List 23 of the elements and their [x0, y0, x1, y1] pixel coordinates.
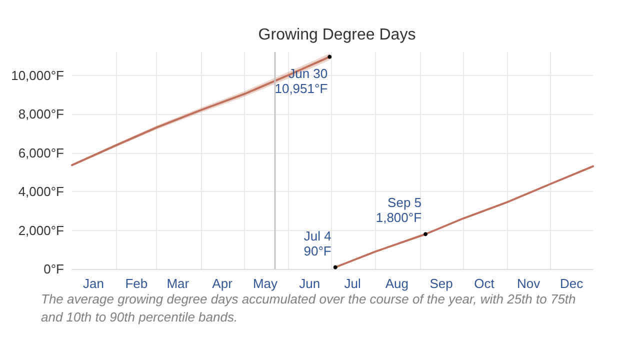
annotation: Sep 5 1,800°F — [376, 195, 422, 226]
y-tick-label: 2,000°F — [18, 222, 64, 238]
x-tick-label: Jun — [299, 276, 320, 291]
x-tick-label: May — [252, 276, 278, 291]
y-tick-label: 8,000°F — [18, 106, 64, 122]
annotation: Jul 4 90°F — [304, 228, 332, 258]
y-tick-label: 10,000°F — [11, 68, 64, 83]
y-tick-label: 6,000°F — [18, 145, 64, 160]
annotation: Jun 30 10,951°F — [274, 66, 328, 96]
x-tick-label: Aug — [385, 276, 408, 291]
y-tick-label: 4,000°F — [18, 184, 64, 199]
x-tick-label: Dec — [560, 276, 584, 291]
x-tick-label: Feb — [125, 276, 148, 291]
text: The average growing degree days accumulated over the course of the year, with 25th to 75th and 10th to 90th percentile bands. — [41, 292, 580, 324]
chart-title: Growing Degree Days — [258, 26, 416, 44]
x-tick-label: Oct — [474, 276, 495, 291]
x-tick-label: Mar — [166, 276, 190, 291]
x-tick-label: Sep — [430, 276, 453, 291]
y-tick-label: 0°F — [44, 262, 64, 276]
x-tick-label: Jul — [344, 276, 361, 291]
x-tick-label: Apr — [212, 276, 234, 291]
x-tick-label: Jan — [82, 276, 104, 291]
x-tick-label: Nov — [517, 276, 541, 291]
